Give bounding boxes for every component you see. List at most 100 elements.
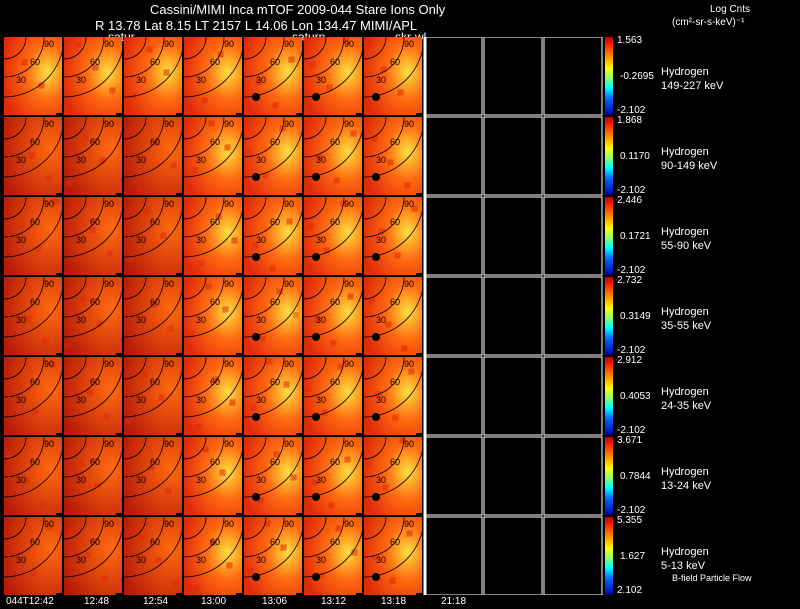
texture-pixel [172, 581, 178, 587]
empty-cell [483, 116, 543, 196]
texture-pixel [107, 250, 113, 256]
contour-line [183, 516, 207, 540]
texture-pixel [324, 247, 330, 253]
saturn-marker [312, 93, 320, 101]
ephemeris-line: R 13.78 Lat 8.15 LT 2157 L 14.06 Lon 134… [95, 18, 418, 33]
texture-pixel [82, 135, 88, 141]
corner-mark [416, 113, 428, 117]
saturn-marker [372, 413, 380, 421]
contour-label: 30 [376, 475, 386, 485]
saturn-marker [252, 93, 260, 101]
contour-line [243, 116, 285, 158]
texture-pixel [212, 377, 218, 383]
texture-pixel [222, 307, 228, 313]
texture-pixel [372, 555, 378, 561]
colorbar-min-value: -2.102 [617, 505, 646, 516]
contour-label: 30 [16, 155, 26, 165]
contour-label: 90 [224, 279, 234, 289]
contour-line [303, 356, 327, 380]
contour-line [123, 276, 147, 300]
contour-label: 90 [224, 199, 234, 209]
contour-line [183, 196, 245, 258]
texture-pixel [168, 325, 174, 331]
contour-line [183, 37, 225, 78]
texture-pixel [110, 437, 116, 443]
contour-line [63, 116, 125, 178]
contour-line [183, 276, 207, 300]
texture-pixel [4, 37, 10, 43]
contour-label: 30 [256, 235, 266, 245]
texture-pixel [368, 299, 374, 305]
corner-mark [236, 113, 248, 117]
contour-label: 30 [16, 555, 26, 565]
contour-line [63, 436, 87, 460]
contour-label: 30 [16, 475, 26, 485]
texture-pixel [80, 297, 86, 303]
texture-pixel [229, 400, 235, 406]
contour-label: 30 [376, 395, 386, 405]
contour-label: 90 [44, 439, 54, 449]
texture-pixel [74, 203, 80, 209]
contour-line [183, 196, 225, 238]
texture-pixel [281, 544, 287, 550]
contour-line [303, 276, 345, 318]
texture-pixel [39, 502, 45, 508]
contour-line [183, 276, 245, 338]
texture-pixel [67, 530, 73, 536]
species-label: Hydrogen 13-24 keV [661, 465, 711, 493]
contour-label: 60 [270, 57, 280, 67]
texture-pixel [309, 62, 315, 68]
texture-pixel [387, 160, 393, 166]
contour-label: 60 [30, 57, 40, 67]
colorbar-min-value: -2.102 [617, 265, 646, 276]
texture-pixel [78, 459, 84, 465]
contour-line [243, 37, 285, 78]
contour-label: 90 [44, 519, 54, 529]
contour-line [63, 196, 125, 258]
contour-label: 30 [76, 475, 86, 485]
contour-line [63, 436, 125, 498]
corner-mark [416, 273, 428, 277]
contour-line [123, 436, 185, 498]
contour-label: 60 [270, 297, 280, 307]
texture-pixel [29, 152, 35, 158]
contour-label: 60 [150, 537, 160, 547]
texture-pixel [274, 451, 280, 457]
contour-label: 30 [76, 75, 86, 85]
texture-pixel [96, 321, 102, 327]
texture-pixel [373, 554, 379, 560]
contour-label: 30 [256, 555, 266, 565]
contour-line [303, 516, 327, 540]
texture-pixel [265, 520, 271, 526]
corner-mark [296, 193, 308, 197]
contour-label: 90 [344, 279, 354, 289]
contour-line [243, 276, 267, 300]
texture-pixel [153, 140, 159, 146]
corner-mark [116, 273, 128, 277]
texture-pixel [87, 390, 93, 396]
texture-pixel [405, 182, 411, 188]
time-tick: 21:18 [441, 596, 467, 607]
texture-pixel [46, 525, 52, 531]
corner-mark [236, 513, 248, 517]
contour-line [4, 276, 45, 318]
texture-pixel [132, 441, 138, 447]
contour-line [123, 196, 147, 220]
texture-pixel [398, 89, 404, 95]
contour-label: 30 [196, 155, 206, 165]
corner-mark [176, 433, 188, 437]
texture-pixel [7, 454, 13, 460]
colorbar-mid-value: -0.2695 [620, 71, 654, 82]
energy-range: 55-90 keV [661, 240, 712, 252]
contour-line [63, 516, 125, 578]
contour-line [4, 116, 45, 158]
colorbar-max-value: 2.446 [617, 195, 643, 206]
contour-label: 30 [136, 475, 146, 485]
contour-label: 30 [256, 155, 266, 165]
contour-label: 90 [284, 279, 294, 289]
corner-mark [116, 513, 128, 517]
texture-pixel [232, 237, 238, 243]
texture-pixel [19, 222, 25, 228]
texture-pixel [340, 201, 346, 207]
texture-pixel [68, 529, 74, 535]
